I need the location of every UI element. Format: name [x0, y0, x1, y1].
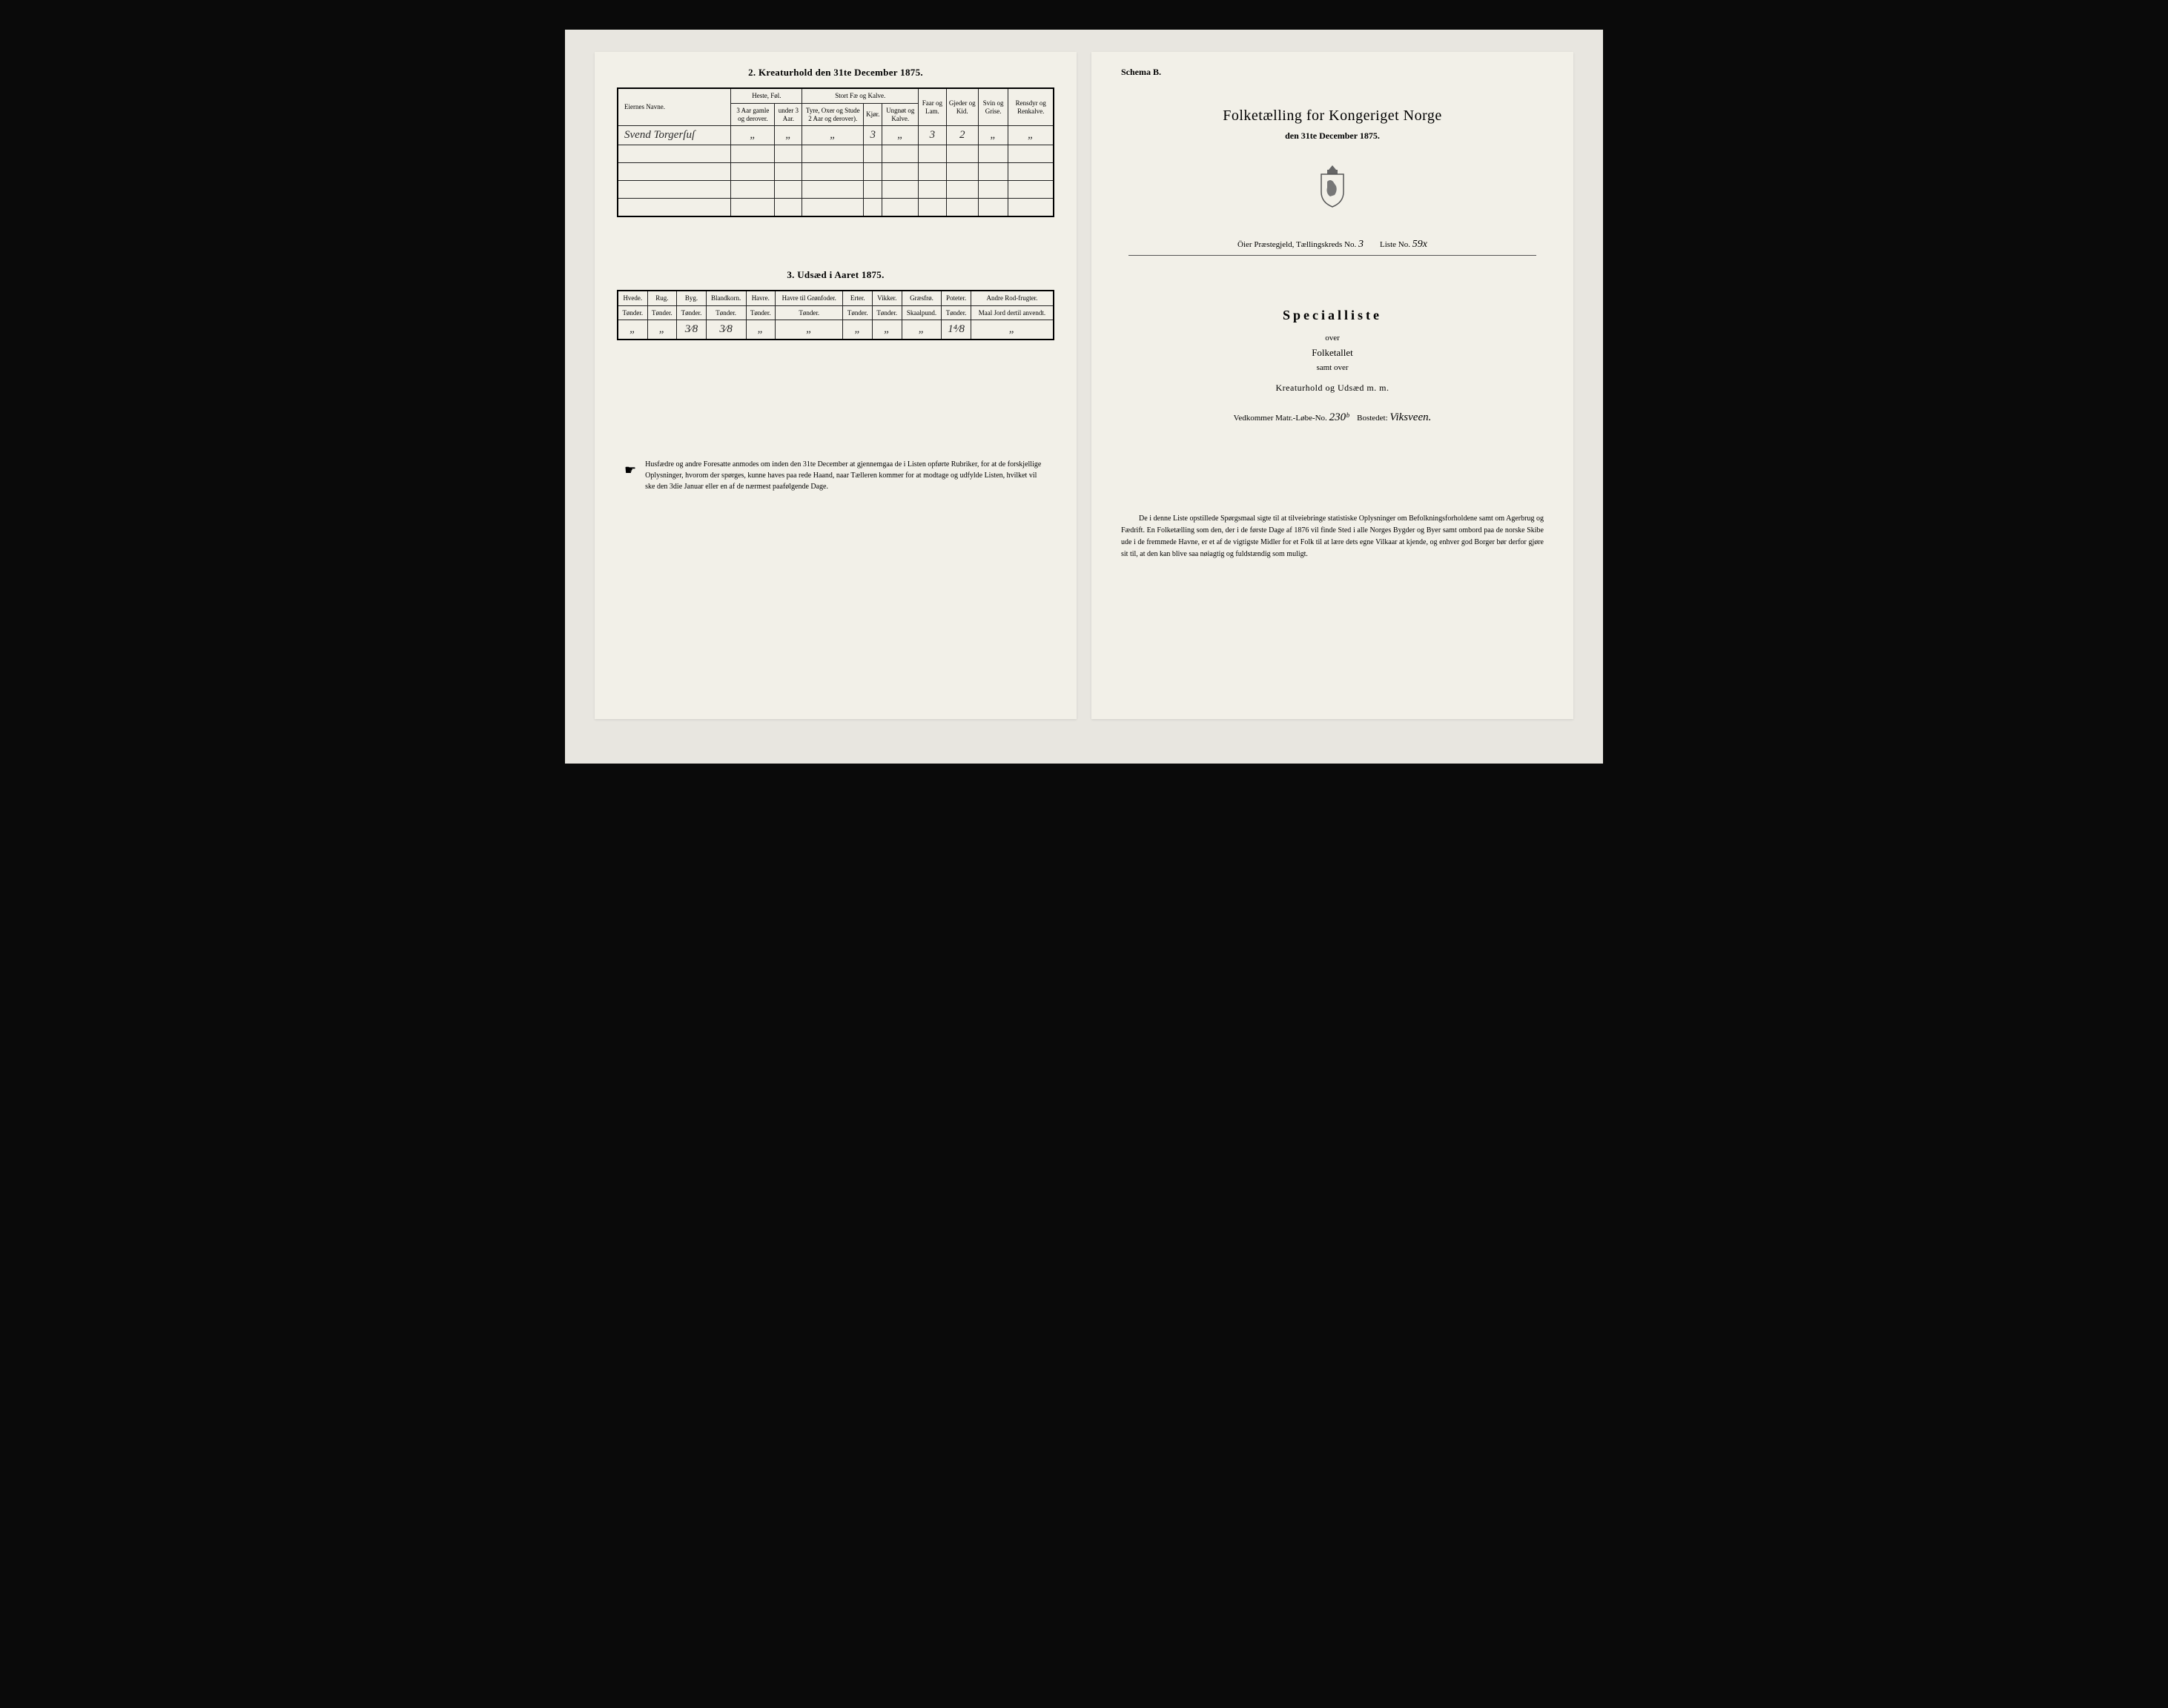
- cell: „: [902, 320, 942, 340]
- cell: „: [843, 320, 873, 340]
- cell-v2: „: [775, 126, 802, 145]
- liste-number: 59x: [1412, 239, 1427, 250]
- udsaed-table: Hvede.Rug.Byg.Blandkorn.Havre.Havre til …: [617, 290, 1054, 341]
- cell: 3⁄8: [677, 320, 707, 340]
- col-subheader: Tønder.: [677, 305, 707, 320]
- col-subheader: Tønder.: [706, 305, 746, 320]
- cell-v8: „: [978, 126, 1008, 145]
- cell: „: [647, 320, 677, 340]
- table-row: [618, 145, 1054, 163]
- col-header: Andre Rod-frugter.: [971, 291, 1054, 305]
- matr-line: Vedkommer Matr.-Løbe-No. 230ᵇ Bostedet: …: [1114, 411, 1551, 424]
- col-header: Havre til Grønfoder.: [776, 291, 843, 305]
- schema-label: Schema B.: [1121, 67, 1551, 78]
- table-header-row: Hvede.Rug.Byg.Blandkorn.Havre.Havre til …: [618, 291, 1054, 305]
- main-title: Folketælling for Kongeriget Norge: [1114, 107, 1551, 125]
- col-subheader: Tønder.: [776, 305, 843, 320]
- bosted-label: Bostedet:: [1357, 414, 1388, 423]
- cell-v6: 3: [919, 126, 946, 145]
- left-page: 2. Kreaturhold den 31te December 1875. E…: [595, 52, 1077, 719]
- parish-number: 3: [1358, 239, 1364, 250]
- footnote: ☛ Husfædre og andre Foresatte anmodes om…: [617, 459, 1054, 492]
- specialliste-title: Specialliste: [1114, 308, 1551, 323]
- cell-v1: „: [731, 126, 775, 145]
- table-row: [618, 181, 1054, 199]
- spec-over: over: [1114, 334, 1551, 342]
- col-header: Erter.: [843, 291, 873, 305]
- owner-name: Svend Torgerſuſ: [618, 126, 731, 145]
- cell: 3⁄8: [706, 320, 746, 340]
- spec-kreatur: Kreaturhold og Udsæd m. m.: [1114, 383, 1551, 394]
- col-subheader: Tønder.: [746, 305, 776, 320]
- col-subheader: Tønder.: [942, 305, 971, 320]
- col-heste: Heste, Føl.: [731, 88, 802, 103]
- title-date: den 31te December 1875.: [1114, 130, 1551, 142]
- cell-v5: „: [882, 126, 919, 145]
- col-svin: Svin og Grise.: [978, 88, 1008, 126]
- sub-s3: Ungnøt og Kalve.: [882, 103, 919, 126]
- col-subheader: Tønder.: [618, 305, 647, 320]
- col-gjeder: Gjeder og Kid.: [946, 88, 978, 126]
- col-subheader: Tønder.: [843, 305, 873, 320]
- table-subheader-row: Tønder.Tønder.Tønder.Tønder.Tønder.Tønde…: [618, 305, 1054, 320]
- spec-folketallet: Folketallet: [1114, 347, 1551, 359]
- bosted-value: Viksveen.: [1389, 411, 1431, 423]
- sub-h1: 3 Aar gamle og derover.: [731, 103, 775, 126]
- col-header: Græsfrø.: [902, 291, 942, 305]
- matr-number: 230ᵇ: [1329, 411, 1349, 423]
- bottom-paragraph: De i denne Liste opstillede Spørgsmaal s…: [1114, 513, 1551, 560]
- cell: „: [776, 320, 843, 340]
- sub-s2: Kjør.: [864, 103, 882, 126]
- table-row: Svend Torgerſuſ „ „ „ 3 „ 3 2 „ „: [618, 126, 1054, 145]
- sub-h2: under 3 Aar.: [775, 103, 802, 126]
- matr-prefix: Vedkommer Matr.-Løbe-No.: [1234, 414, 1327, 423]
- table-row: „„3⁄83⁄8„„„„„1⁴⁄8„: [618, 320, 1054, 340]
- col-subheader: Tønder.: [873, 305, 902, 320]
- col-header: Blandkorn.: [706, 291, 746, 305]
- spec-samt: samt over: [1114, 363, 1551, 372]
- cell-v4: 3: [864, 126, 882, 145]
- cell: 1⁴⁄8: [942, 320, 971, 340]
- right-page: Schema B. Folketælling for Kongeriget No…: [1091, 52, 1573, 719]
- pointing-hand-icon: ☛: [624, 460, 636, 492]
- footnote-text: Husfædre og andre Foresatte anmodes om i…: [645, 459, 1047, 492]
- cell: „: [746, 320, 776, 340]
- scan-frame: 2. Kreaturhold den 31te December 1875. E…: [565, 30, 1603, 764]
- col-header: Byg.: [677, 291, 707, 305]
- kreaturhold-table: Eiernes Navne. Heste, Føl. Stort Fæ og K…: [617, 87, 1054, 217]
- cell: „: [971, 320, 1054, 340]
- table-row: [618, 163, 1054, 181]
- parish-line: Öier Præstegjeld, Tællingskreds No. 3 Li…: [1128, 239, 1536, 256]
- col-header: Rug.: [647, 291, 677, 305]
- cell: „: [873, 320, 902, 340]
- page-spread: 2. Kreaturhold den 31te December 1875. E…: [595, 52, 1573, 719]
- cell-v9: „: [1008, 126, 1054, 145]
- col-subheader: Skaalpund.: [902, 305, 942, 320]
- col-header: Havre.: [746, 291, 776, 305]
- coat-of-arms-icon: [1114, 164, 1551, 216]
- liste-label: Liste No.: [1380, 240, 1410, 249]
- cell-v7: 2: [946, 126, 978, 145]
- table-row: [618, 199, 1054, 216]
- cell-v3: „: [802, 126, 864, 145]
- col-faar: Faar og Lam.: [919, 88, 946, 126]
- col-header: Poteter.: [942, 291, 971, 305]
- table3-title: 3. Udsæd i Aaret 1875.: [617, 269, 1054, 281]
- col-header: Hvede.: [618, 291, 647, 305]
- col-header: Vikker.: [873, 291, 902, 305]
- sub-s1: Tyre, Oxer og Stude 2 Aar og derover).: [802, 103, 864, 126]
- col-owner: Eiernes Navne.: [618, 88, 731, 126]
- col-stort: Stort Fæ og Kalve.: [802, 88, 919, 103]
- col-subheader: Maal Jord dertil anvendt.: [971, 305, 1054, 320]
- col-rensdyr: Rensdyr og Renkalve.: [1008, 88, 1054, 126]
- table2-title: 2. Kreaturhold den 31te December 1875.: [617, 67, 1054, 79]
- col-subheader: Tønder.: [647, 305, 677, 320]
- bottom-text: De i denne Liste opstillede Spørgsmaal s…: [1121, 514, 1544, 558]
- cell: „: [618, 320, 647, 340]
- parish-prefix: Öier Præstegjeld, Tællingskreds No.: [1237, 240, 1356, 249]
